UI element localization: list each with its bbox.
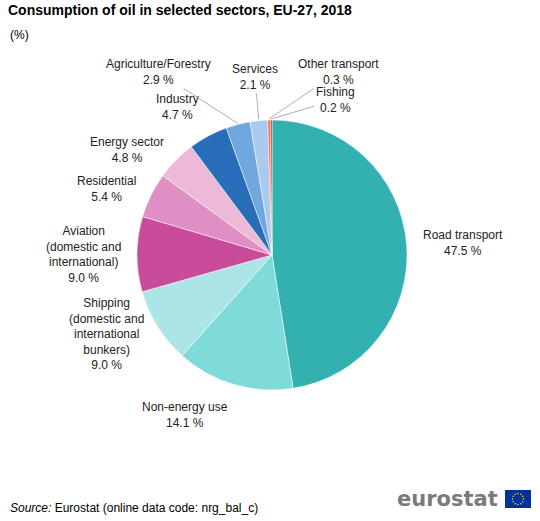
svg-text:Aviation(domestic andinternati: Aviation(domestic andinternational)9.0 % (46, 224, 121, 285)
svg-text:Fishing0.2 %: Fishing0.2 % (316, 85, 355, 115)
svg-text:Residential5.4 %: Residential5.4 % (77, 174, 136, 204)
svg-text:Source: Eurostat (online data: Source: Eurostat (online data code: nrg_… (10, 501, 258, 515)
svg-text:Services2.1 %: Services2.1 % (232, 62, 278, 92)
svg-text:eurostat: eurostat (397, 487, 498, 511)
svg-text:Road transport47.5 %: Road transport47.5 % (423, 228, 503, 258)
svg-text:Industry4.7 %: Industry4.7 % (156, 92, 199, 122)
svg-text:(%): (%) (10, 28, 29, 42)
svg-text:Shipping(domestic andinternati: Shipping(domestic andinternationalbunker… (69, 296, 144, 372)
svg-text:Non-energy use14.1 %: Non-energy use14.1 % (142, 400, 228, 430)
svg-text:Energy sector4.8 %: Energy sector4.8 % (90, 135, 164, 165)
svg-text:Other transport0.3 %: Other transport0.3 % (298, 57, 379, 87)
svg-text:Agriculture/Forestry2.9 %: Agriculture/Forestry2.9 % (106, 57, 211, 87)
svg-text:Consumption of oil in selected: Consumption of oil in selected sectors, … (8, 2, 352, 18)
